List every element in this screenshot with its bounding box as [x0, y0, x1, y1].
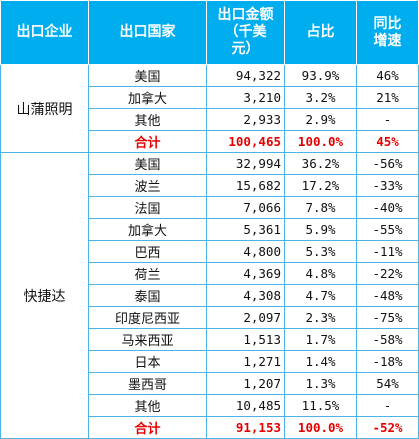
company-cell: 山蒲照明 — [0, 64, 89, 153]
table-row: 荷兰 4,369 4.8% -22% — [1, 262, 419, 285]
total-row: 合计 100,465 100.0% 45% — [1, 130, 419, 153]
table-row: 快捷达 美国 32,994 36.2% -56% — [0, 152, 419, 439]
amount-cell: 4,308 — [206, 284, 285, 307]
country-cell: 法国 — [88, 196, 207, 219]
amount-cell: 7,066 — [206, 196, 285, 219]
country-cell: 印度尼西亚 — [88, 306, 207, 329]
share-cell: 2.9% — [284, 108, 357, 131]
total-row: 合计 91,153 100.0% -52% — [1, 416, 419, 439]
company-cell: 快捷达 — [0, 152, 89, 439]
amount-cell: 94,322 — [206, 64, 285, 87]
amount-cell: 15,682 — [206, 174, 285, 197]
country-cell: 加拿大 — [88, 218, 207, 241]
share-cell: 17.2% — [284, 174, 357, 197]
share-cell: 4.7% — [284, 284, 357, 307]
amount-cell: 1,207 — [206, 372, 285, 395]
yoy-cell: 54% — [356, 372, 419, 395]
country-cell: 巴西 — [88, 240, 207, 263]
share-cell: 1.4% — [284, 350, 357, 373]
country-cell: 波兰 — [88, 174, 207, 197]
country-cell: 合计 — [88, 416, 207, 439]
amount-cell: 5,361 — [206, 218, 285, 241]
share-cell: 100.0% — [284, 416, 357, 439]
country-cell: 日本 — [88, 350, 207, 373]
share-cell: 5.3% — [284, 240, 357, 263]
table-row: 山蒲照明 美国 94,322 93.9% 46% — [0, 64, 419, 153]
share-cell: 36.2% — [284, 152, 357, 175]
header-row: 出口企业 出口国家 出口金额（千美元） 占比 同比增速 — [0, 0, 419, 65]
amount-cell: 2,097 — [206, 306, 285, 329]
header-yoy: 同比增速 — [356, 0, 419, 65]
amount-cell: 91,153 — [206, 416, 285, 439]
country-cell: 泰国 — [88, 284, 207, 307]
country-cell: 其他 — [88, 108, 207, 131]
table-row: 泰国 4,308 4.7% -48% — [1, 284, 419, 307]
yoy-cell: 45% — [356, 130, 419, 153]
table-row: 印度尼西亚 2,097 2.3% -75% — [1, 306, 419, 329]
yoy-cell: - — [356, 394, 419, 417]
share-cell: 4.8% — [284, 262, 357, 285]
header-amount: 出口金额（千美元） — [206, 0, 285, 65]
share-cell: 11.5% — [284, 394, 357, 417]
share-cell: 1.3% — [284, 372, 357, 395]
table-row: 巴西 4,800 5.3% -11% — [1, 240, 419, 263]
header-company: 出口企业 — [0, 0, 89, 65]
share-cell: 3.2% — [284, 86, 357, 109]
country-cell: 其他 — [88, 394, 207, 417]
header-country: 出口国家 — [88, 0, 207, 65]
amount-cell: 1,513 — [206, 328, 285, 351]
yoy-cell: - — [356, 108, 419, 131]
country-cell: 加拿大 — [88, 86, 207, 109]
table-body: 山蒲照明 美国 94,322 93.9% 46% 加拿大 3,210 3.2% 21% 其他 2,9… — [0, 64, 419, 439]
yoy-cell: 46% — [356, 64, 419, 87]
yoy-cell: -75% — [356, 306, 419, 329]
yoy-cell: -18% — [356, 350, 419, 373]
amount-cell: 100,465 — [206, 130, 285, 153]
amount-cell: 4,369 — [206, 262, 285, 285]
table-row: 马来西亚 1,513 1.7% -58% — [1, 328, 419, 351]
share-cell: 7.8% — [284, 196, 357, 219]
country-cell: 美国 — [88, 152, 207, 175]
share-cell: 5.9% — [284, 218, 357, 241]
amount-cell: 1,271 — [206, 350, 285, 373]
country-cell: 荷兰 — [88, 262, 207, 285]
country-cell: 墨西哥 — [88, 372, 207, 395]
share-cell: 1.7% — [284, 328, 357, 351]
table-row: 加拿大 5,361 5.9% -55% — [1, 218, 419, 241]
yoy-cell: -22% — [356, 262, 419, 285]
share-cell: 2.3% — [284, 306, 357, 329]
country-cell: 马来西亚 — [88, 328, 207, 351]
yoy-cell: -55% — [356, 218, 419, 241]
yoy-cell: -52% — [356, 416, 419, 439]
share-cell: 93.9% — [284, 64, 357, 87]
amount-cell: 4,800 — [206, 240, 285, 263]
yoy-cell: -48% — [356, 284, 419, 307]
yoy-cell: -40% — [356, 196, 419, 219]
country-cell: 合计 — [88, 130, 207, 153]
amount-cell: 3,210 — [206, 86, 285, 109]
country-cell: 美国 — [88, 64, 207, 87]
amount-cell: 2,933 — [206, 108, 285, 131]
yoy-cell: -11% — [356, 240, 419, 263]
header-share: 占比 — [284, 0, 357, 65]
amount-cell: 32,994 — [206, 152, 285, 175]
yoy-cell: -58% — [356, 328, 419, 351]
yoy-cell: -56% — [356, 152, 419, 175]
amount-cell: 10,485 — [206, 394, 285, 417]
yoy-cell: 21% — [356, 86, 419, 109]
yoy-cell: -33% — [356, 174, 419, 197]
share-cell: 100.0% — [284, 130, 357, 153]
